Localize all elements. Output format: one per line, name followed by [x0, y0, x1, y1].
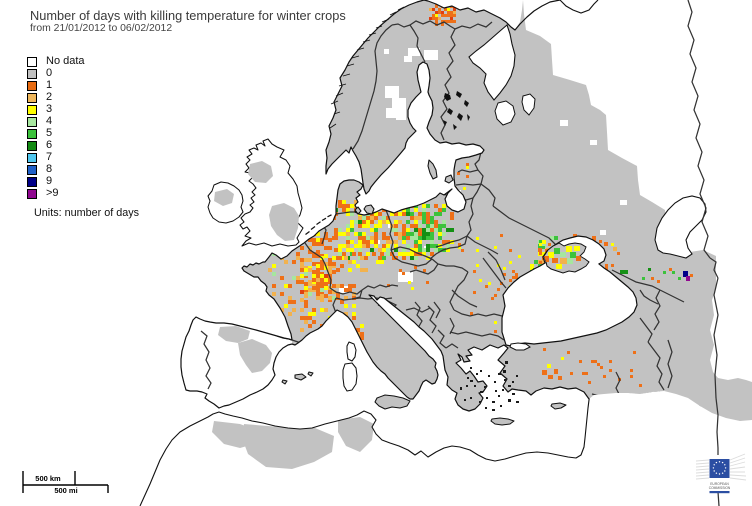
svg-text:500 mi: 500 mi — [54, 486, 77, 495]
svg-text:500 km: 500 km — [35, 474, 61, 483]
svg-text:EUROPEAN: EUROPEAN — [710, 482, 729, 486]
svg-text:COMMISSION: COMMISSION — [709, 486, 731, 490]
